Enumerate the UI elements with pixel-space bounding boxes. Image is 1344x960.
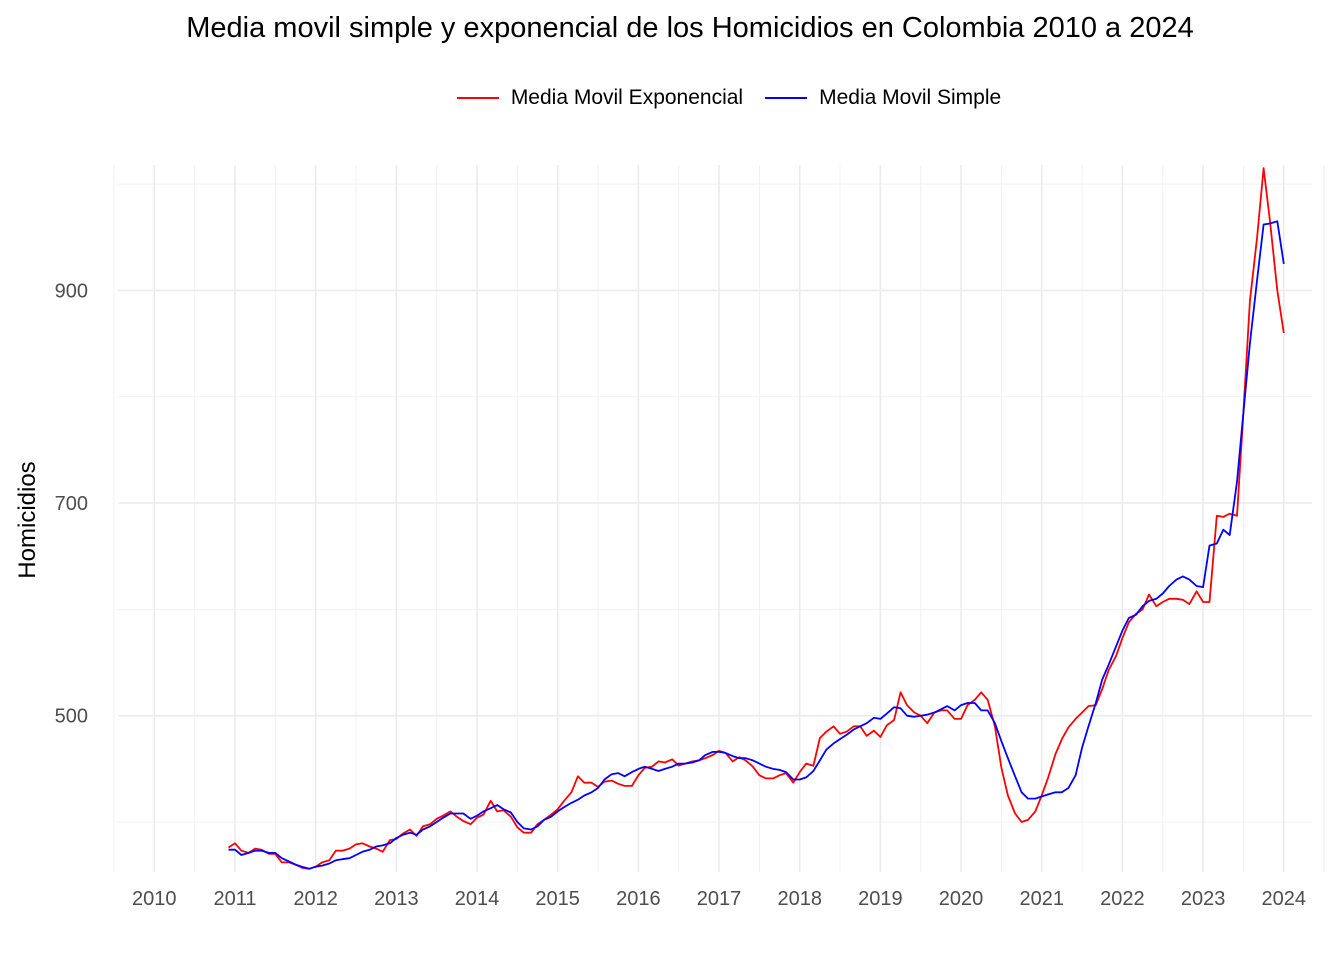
y-tick-label: 900	[55, 280, 88, 302]
legend-item-simple: Media Movil Simple	[765, 86, 1001, 110]
x-tick-label: 2015	[535, 888, 580, 910]
chart-title: Media movil simple y exponencial de los …	[186, 12, 1194, 44]
x-tick-label: 2010	[132, 888, 177, 910]
x-tick-label: 2024	[1262, 888, 1307, 910]
x-tick-label: 2020	[939, 888, 984, 910]
x-tick-label: 2018	[777, 888, 822, 910]
x-tick-label: 2016	[616, 888, 661, 910]
x-tick-label: 2019	[858, 888, 903, 910]
y-tick-label: 700	[55, 493, 88, 515]
legend-label-simple: Media Movil Simple	[819, 86, 1002, 109]
series-line-exponential	[228, 167, 1285, 870]
x-tick-label: 2017	[697, 888, 742, 910]
y-tick-label: 500	[55, 706, 88, 728]
legend-key-simple	[765, 97, 808, 99]
x-tick-label: 2011	[213, 888, 256, 910]
x-tick-label: 2022	[1100, 888, 1145, 910]
x-tick-label: 2023	[1181, 888, 1226, 910]
x-tick-label: 2021	[1019, 888, 1064, 910]
legend: Media Movil Exponencial Media Movil Simp…	[0, 86, 1344, 110]
x-tick-label: 2012	[293, 888, 338, 910]
x-tick-label: 2014	[455, 888, 500, 910]
series-line-simple	[228, 220, 1285, 870]
legend-key-exponential	[456, 97, 499, 99]
legend-item-exponential: Media Movil Exponencial	[456, 86, 744, 110]
legend-label-exponential: Media Movil Exponencial	[510, 86, 744, 109]
x-tick-label: 2013	[374, 888, 419, 910]
